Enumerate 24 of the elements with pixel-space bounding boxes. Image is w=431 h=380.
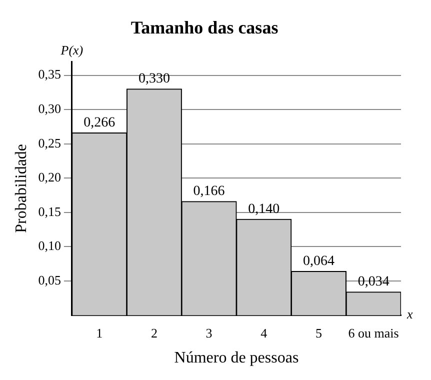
- y-tick-label: 0,15: [38, 204, 61, 219]
- y-tick-label: 0,20: [38, 170, 61, 185]
- y-axis-title: Probabilidade: [12, 144, 30, 233]
- data-label: 0,064: [302, 254, 334, 270]
- data-label: 0,140: [248, 202, 280, 217]
- y-tick-label: 0,35: [38, 66, 61, 82]
- x-tick-label: 4: [260, 325, 268, 340]
- y-tick-label: 0,25: [38, 135, 61, 150]
- y-tick-label: 0,10: [38, 238, 61, 254]
- x-tick-label: 5: [315, 325, 322, 340]
- x-tick-label: 6 ou mais: [348, 325, 399, 340]
- text: x: [406, 306, 413, 322]
- x-tick-label: 1: [96, 325, 103, 340]
- text: P(x): [60, 42, 84, 58]
- x-tick-label: 3: [206, 325, 212, 340]
- x-axis-title: Número de pessoas: [174, 350, 299, 367]
- chart-title: Tamanho das casas: [130, 17, 278, 38]
- data-label: 0,330: [138, 72, 170, 87]
- data-label: 0,034: [358, 274, 390, 290]
- x-tick-label: 2: [150, 325, 158, 340]
- data-label: 0,166: [193, 184, 225, 200]
- y-tick-label: 0,30: [38, 101, 61, 116]
- y-tick-label: 0,05: [38, 272, 61, 288]
- data-label: 0,266: [84, 116, 116, 131]
